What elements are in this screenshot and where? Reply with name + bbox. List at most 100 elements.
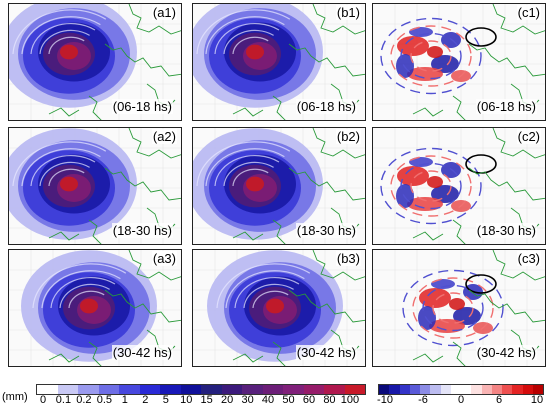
map-panel-c3: (c3) (30-42 hs) bbox=[372, 249, 546, 367]
colorbar-swatch bbox=[389, 385, 400, 394]
period-label: (06-18 hs) bbox=[475, 99, 537, 114]
period-label: (30-42 hs) bbox=[475, 345, 537, 360]
colorbar-swatch bbox=[440, 385, 451, 394]
map-plot bbox=[9, 4, 181, 120]
difference-field bbox=[380, 17, 482, 95]
colorbar-swatch bbox=[37, 385, 58, 394]
highlight-ellipse bbox=[465, 154, 497, 174]
period-label: (30-42 hs) bbox=[111, 345, 173, 360]
colorbar-swatch bbox=[399, 385, 410, 394]
colorbar-tick: 6 bbox=[495, 394, 503, 406]
map-plot bbox=[373, 4, 545, 120]
period-label: (06-18 hs) bbox=[295, 99, 357, 114]
map-panel-a3: (a3) (30-42 hs) bbox=[8, 249, 182, 367]
colorbar-swatch bbox=[502, 385, 513, 394]
colorbar-swatch bbox=[201, 385, 222, 394]
map-plot bbox=[373, 250, 545, 366]
map-panel-a1: (a1) (06-18 hs) bbox=[8, 3, 182, 121]
colorbar-tick: 0 bbox=[457, 394, 465, 406]
colorbar-swatch bbox=[324, 385, 345, 394]
colorbar-tick: -6 bbox=[418, 394, 428, 406]
colorbar-swatch bbox=[379, 385, 390, 394]
colorbar-swatch bbox=[461, 385, 472, 394]
colorbar-swatch bbox=[471, 385, 482, 394]
map-panel-b3: (b3) (30-42 hs) bbox=[192, 249, 366, 367]
rain-field bbox=[9, 128, 137, 240]
colorbar-swatch bbox=[409, 385, 420, 394]
colorbar-swatch bbox=[450, 385, 461, 394]
panel-label: (b1) bbox=[335, 5, 361, 20]
map-plot bbox=[9, 250, 181, 366]
colorbar-swatch bbox=[344, 385, 365, 394]
panel-label: (c1) bbox=[516, 5, 541, 20]
colorbar-swatch bbox=[481, 385, 492, 394]
period-label: (06-18 hs) bbox=[111, 99, 173, 114]
colorbar-swatch bbox=[491, 385, 502, 394]
colorbar-tick: 0.1 bbox=[55, 394, 72, 406]
map-plot bbox=[193, 4, 365, 120]
colorbar-tick: 15 bbox=[200, 394, 213, 406]
colorbar-swatch bbox=[522, 385, 533, 394]
period-label: (18-30 hs) bbox=[111, 223, 173, 238]
diff-colorbar bbox=[378, 384, 544, 395]
rain-field bbox=[9, 4, 137, 108]
period-label: (30-42 hs) bbox=[295, 345, 357, 360]
panel-label: (a1) bbox=[151, 5, 177, 20]
colorbar-swatch bbox=[139, 385, 160, 394]
difference-field bbox=[380, 147, 482, 225]
map-panel-c1: (c1) (06-18 hs) bbox=[372, 3, 546, 121]
map-plot bbox=[193, 128, 365, 244]
panel-label: (a3) bbox=[151, 251, 177, 266]
highlight-ellipse bbox=[465, 274, 497, 294]
map-panel-a2: (a2) (18-30 hs) bbox=[8, 127, 182, 245]
colorbar-swatch bbox=[532, 385, 543, 394]
colorbar-tick: 10 bbox=[530, 394, 544, 406]
colorbar-tick: 2 bbox=[142, 394, 149, 406]
rain-field bbox=[207, 250, 343, 362]
colorbar-swatch bbox=[512, 385, 523, 394]
rain-field bbox=[193, 4, 323, 108]
colorbar-swatch bbox=[78, 385, 99, 394]
difference-field bbox=[402, 269, 504, 347]
map-plot bbox=[193, 250, 365, 366]
colorbar-swatch bbox=[242, 385, 263, 394]
colorbar-swatch bbox=[283, 385, 304, 394]
colorbar-tick: 20 bbox=[221, 394, 234, 406]
rain-field bbox=[193, 128, 323, 240]
colorbar-swatch bbox=[180, 385, 201, 394]
colorbar-swatch bbox=[221, 385, 242, 394]
colorbar-swatch bbox=[160, 385, 181, 394]
colorbar-tick: 100 bbox=[340, 394, 360, 406]
colorbar-tick: 0 bbox=[39, 394, 47, 406]
panel-label: (b3) bbox=[335, 251, 361, 266]
colorbar-swatch bbox=[57, 385, 78, 394]
colorbar-tick: 5 bbox=[162, 394, 169, 406]
panel-label: (c3) bbox=[516, 251, 541, 266]
period-label: (18-30 hs) bbox=[295, 223, 357, 238]
map-panel-b2: (b2) (18-30 hs) bbox=[192, 127, 366, 245]
period-label: (18-30 hs) bbox=[475, 223, 537, 238]
colorbar-swatch bbox=[420, 385, 431, 394]
colorbar-tick: 0.5 bbox=[96, 394, 113, 406]
rain-colorbar bbox=[36, 384, 366, 395]
map-plot bbox=[373, 128, 545, 244]
colorbar-tick: 40 bbox=[261, 394, 275, 406]
colorbar-unit: (mm) bbox=[2, 391, 28, 403]
colorbar-swatch bbox=[303, 385, 324, 394]
colorbar-tick: 10 bbox=[180, 394, 193, 406]
colorbar-tick: 0.2 bbox=[76, 394, 92, 406]
colorbar-tick: 30 bbox=[241, 394, 254, 406]
colorbar-tick: 50 bbox=[282, 394, 295, 406]
colorbar-tick: 80 bbox=[323, 394, 336, 406]
map-panel-b1: (b1) (06-18 hs) bbox=[192, 3, 366, 121]
colorbar-swatch bbox=[98, 385, 119, 394]
panel-label: (c2) bbox=[516, 129, 541, 144]
panel-label: (b2) bbox=[335, 129, 361, 144]
colorbar-tick: 60 bbox=[302, 394, 316, 406]
colorbar-tick: 1 bbox=[121, 394, 128, 406]
rain-field bbox=[21, 250, 157, 362]
highlight-ellipse bbox=[465, 27, 497, 47]
panel-label: (a2) bbox=[151, 129, 177, 144]
colorbar-swatch bbox=[430, 385, 441, 394]
map-panel-c2: (c2) (18-30 hs) bbox=[372, 127, 546, 245]
